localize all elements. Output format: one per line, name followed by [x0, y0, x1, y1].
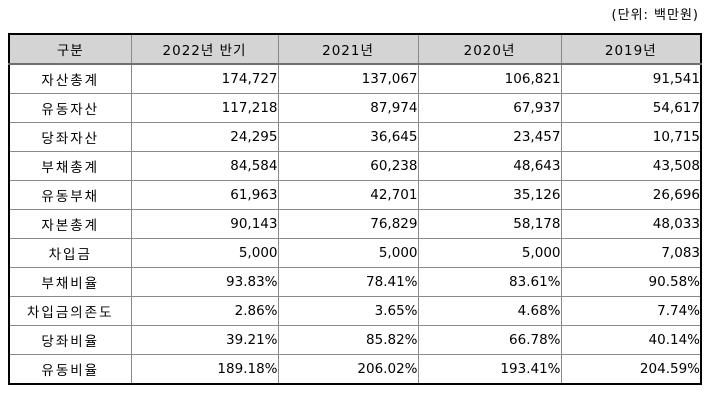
cell-value: 61,963: [130, 180, 279, 210]
cell-value: 48,643: [417, 151, 562, 181]
cell-value: 58,178: [417, 209, 562, 239]
table-header-row: 구분 2022년 반기 2021년 2020년 2019년: [8, 33, 702, 65]
column-header-2022-half: 2022년 반기: [130, 33, 279, 65]
cell-value: 206.02%: [277, 354, 419, 385]
unit-label: (단위: 백만원): [611, 8, 699, 23]
cell-value: 24,295: [130, 122, 279, 152]
row-label: 유동비율: [8, 354, 132, 385]
row-label: 당좌비율: [8, 325, 132, 355]
cell-value: 90.58%: [560, 267, 702, 297]
cell-value: 76,829: [277, 209, 419, 239]
cell-value: 66.78%: [417, 325, 562, 355]
cell-value: 90,143: [130, 209, 279, 239]
cell-value: 84,584: [130, 151, 279, 181]
cell-value: 10,715: [560, 122, 702, 152]
cell-value: 106,821: [417, 63, 562, 94]
table-row: 차입금의존도 2.86% 3.65% 4.68% 7.74%: [8, 296, 702, 326]
cell-value: 193.41%: [417, 354, 562, 385]
cell-value: 5,000: [417, 238, 562, 268]
cell-value: 7.74%: [560, 296, 702, 326]
cell-value: 93.83%: [130, 267, 279, 297]
cell-value: 26,696: [560, 180, 702, 210]
cell-value: 7,083: [560, 238, 702, 268]
cell-value: 78.41%: [277, 267, 419, 297]
cell-value: 67,937: [417, 93, 562, 123]
cell-value: 87,974: [277, 93, 419, 123]
cell-value: 83.61%: [417, 267, 562, 297]
cell-value: 23,457: [417, 122, 562, 152]
cell-value: 174,727: [130, 63, 279, 94]
cell-value: 40.14%: [560, 325, 702, 355]
column-header-2021: 2021년: [277, 33, 419, 65]
row-label: 자본총계: [8, 209, 132, 239]
table-row: 유동부채 61,963 42,701 35,126 26,696: [8, 180, 702, 210]
cell-value: 35,126: [417, 180, 562, 210]
column-header-2020: 2020년: [417, 33, 562, 65]
table-row: 자본총계 90,143 76,829 58,178 48,033: [8, 209, 702, 239]
table-row: 당좌비율 39.21% 85.82% 66.78% 40.14%: [8, 325, 702, 355]
row-label: 유동부채: [8, 180, 132, 210]
cell-value: 43,508: [560, 151, 702, 181]
table-row: 부채비율 93.83% 78.41% 83.61% 90.58%: [8, 267, 702, 297]
table-row: 자산총계 174,727 137,067 106,821 91,541: [8, 63, 702, 94]
table-row: 당좌자산 24,295 36,645 23,457 10,715: [8, 122, 702, 152]
table-row: 부채총계 84,584 60,238 48,643 43,508: [8, 151, 702, 181]
cell-value: 189.18%: [130, 354, 279, 385]
cell-value: 48,033: [560, 209, 702, 239]
cell-value: 39.21%: [130, 325, 279, 355]
cell-value: 4.68%: [417, 296, 562, 326]
cell-value: 117,218: [130, 93, 279, 123]
row-label: 유동자산: [8, 93, 132, 123]
cell-value: 137,067: [277, 63, 419, 94]
cell-value: 54,617: [560, 93, 702, 123]
column-header-category: 구분: [8, 33, 132, 65]
cell-value: 42,701: [277, 180, 419, 210]
cell-value: 36,645: [277, 122, 419, 152]
table-row: 유동자산 117,218 87,974 67,937 54,617: [8, 93, 702, 123]
table-row: 유동비율 189.18% 206.02% 193.41% 204.59%: [8, 354, 702, 385]
cell-value: 5,000: [130, 238, 279, 268]
cell-value: 85.82%: [277, 325, 419, 355]
cell-value: 91,541: [560, 63, 702, 94]
cell-value: 204.59%: [560, 354, 702, 385]
column-header-2019: 2019년: [560, 33, 702, 65]
row-label: 차입금의존도: [8, 296, 132, 326]
row-label: 부채비율: [8, 267, 132, 297]
cell-value: 3.65%: [277, 296, 419, 326]
cell-value: 2.86%: [130, 296, 279, 326]
row-label: 부채총계: [8, 151, 132, 181]
cell-value: 5,000: [277, 238, 419, 268]
cell-value: 60,238: [277, 151, 419, 181]
table-row: 차입금 5,000 5,000 5,000 7,083: [8, 238, 702, 268]
row-label: 자산총계: [8, 63, 132, 94]
row-label: 차입금: [8, 238, 132, 268]
financial-summary-table: 구분 2022년 반기 2021년 2020년 2019년 자산총계 174,7…: [8, 33, 702, 385]
row-label: 당좌자산: [8, 122, 132, 152]
